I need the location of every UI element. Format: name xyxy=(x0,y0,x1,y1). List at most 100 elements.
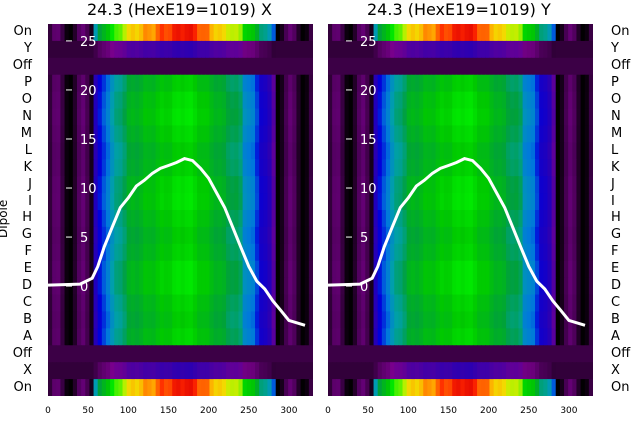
heatmap-cell xyxy=(460,362,466,380)
heatmap-cell xyxy=(584,379,590,396)
heatmap-cell xyxy=(60,24,66,42)
heatmap-cell xyxy=(559,226,565,245)
heatmap-cell xyxy=(543,176,549,194)
heatmap-cell xyxy=(584,226,590,245)
heatmap-cell xyxy=(76,243,82,262)
heatmap-cell xyxy=(172,193,177,211)
heatmap-cell xyxy=(197,379,202,396)
heatmap-cell xyxy=(304,24,310,42)
heatmap-cell xyxy=(246,210,252,228)
heatmap-cell xyxy=(255,379,260,396)
heatmap-cell xyxy=(180,176,186,194)
heatmap-cell xyxy=(328,294,333,313)
heatmap-cell xyxy=(328,142,333,160)
heatmap-cell xyxy=(56,345,62,363)
heatmap-cell xyxy=(93,328,99,346)
heatmap-row xyxy=(48,379,313,396)
heatmap-cell xyxy=(332,345,337,363)
heatmap-cell xyxy=(275,328,281,346)
heatmap-cell xyxy=(452,294,457,313)
heatmap-cell xyxy=(308,243,313,262)
heatmap-cell xyxy=(163,277,169,296)
heatmap-cell xyxy=(547,311,553,329)
heatmap-cell xyxy=(489,142,495,160)
heatmap-cell xyxy=(588,226,593,245)
heatmap-cell xyxy=(68,91,74,110)
heatmap-cell xyxy=(97,379,103,396)
heatmap-cell xyxy=(356,40,362,59)
heatmap-cell xyxy=(352,24,358,42)
heatmap-cell xyxy=(522,345,528,363)
heatmap-cell xyxy=(439,108,445,127)
heatmap-cell xyxy=(163,294,169,313)
heatmap-cell xyxy=(130,193,136,211)
heatmap-cell xyxy=(402,57,408,76)
heatmap-cell xyxy=(151,159,157,177)
heatmap-cell xyxy=(242,379,248,396)
heatmap-cell xyxy=(506,311,511,329)
heatmap-cell xyxy=(398,311,404,329)
heatmap-cell xyxy=(352,345,358,363)
heatmap-cell xyxy=(81,277,86,296)
heatmap-cell xyxy=(255,260,260,279)
heatmap-cell xyxy=(147,91,153,110)
heatmap-cell xyxy=(221,243,227,262)
heatmap-cell xyxy=(518,311,524,329)
heatmap-cell xyxy=(522,294,528,313)
heatmap-cell xyxy=(522,91,528,110)
heatmap-cell xyxy=(390,142,395,160)
heatmap-cell xyxy=(122,57,128,76)
heatmap-cell xyxy=(448,345,453,363)
heatmap-cell xyxy=(464,210,470,228)
heatmap-cell xyxy=(464,311,470,329)
heatmap-cell xyxy=(559,210,565,228)
heatmap-cell xyxy=(97,345,103,363)
heatmap-cell xyxy=(139,159,144,177)
heatmap-cell xyxy=(300,142,306,160)
heatmap-cell xyxy=(348,243,354,262)
heatmap-cell xyxy=(464,24,470,42)
heatmap-cell xyxy=(217,260,223,279)
heatmap-cell xyxy=(234,142,240,160)
heatmap-cell xyxy=(93,142,99,160)
heatmap-cell xyxy=(134,159,140,177)
heatmap-cell xyxy=(588,311,593,329)
heatmap-cell xyxy=(221,379,227,396)
heatmap-cell xyxy=(431,243,437,262)
heatmap-cell xyxy=(238,260,244,279)
heatmap-cell xyxy=(547,91,553,110)
heatmap-cell xyxy=(427,362,433,380)
heatmap-cell xyxy=(352,379,358,396)
heatmap-cell xyxy=(410,24,416,42)
heatmap-cell xyxy=(551,345,557,363)
heatmap-cell xyxy=(481,57,486,76)
heatmap-cell xyxy=(439,24,445,42)
heatmap-cell xyxy=(373,243,379,262)
heatmap-cell xyxy=(340,74,346,93)
heatmap-cell xyxy=(460,57,466,76)
heatmap-cell xyxy=(535,277,540,296)
heatmap-cell xyxy=(514,210,520,228)
heatmap-cell xyxy=(356,226,362,245)
heatmap-cell xyxy=(584,40,590,59)
heatmap-cell xyxy=(344,176,350,194)
heatmap-cell xyxy=(460,294,466,313)
heatmap-cell xyxy=(176,125,182,143)
heatmap-cell xyxy=(443,328,449,346)
heatmap-cell xyxy=(419,24,424,42)
heatmap-cell xyxy=(48,176,53,194)
heatmap-cell xyxy=(255,277,260,296)
heatmap-cell xyxy=(56,176,62,194)
heatmap-cell xyxy=(398,226,404,245)
heatmap-cell xyxy=(406,159,412,177)
heatmap-cell xyxy=(114,40,119,59)
heatmap-cell xyxy=(93,159,99,177)
heatmap-cell xyxy=(230,226,235,245)
heatmap-cell xyxy=(501,362,507,380)
heatmap-cell xyxy=(246,24,252,42)
heatmap-cell xyxy=(176,108,182,127)
heatmap-cell xyxy=(559,345,565,363)
heatmap-cell xyxy=(576,159,582,177)
heatmap-cell xyxy=(68,24,74,42)
heatmap-cell xyxy=(259,74,264,93)
